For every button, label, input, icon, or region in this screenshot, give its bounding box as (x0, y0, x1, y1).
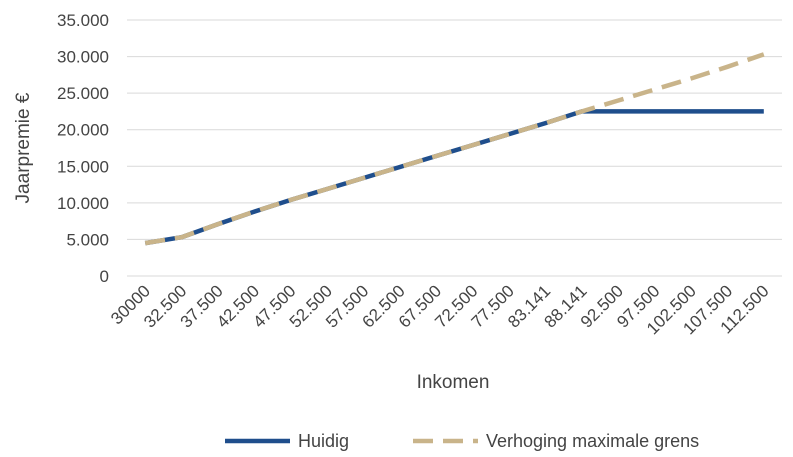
y-tick-label: 35.000 (57, 11, 109, 30)
y-tick-label: 5.000 (66, 230, 109, 249)
gridlines (127, 19, 782, 277)
x-axis-title: Inkomen (417, 372, 490, 393)
y-tick-label: 10.000 (57, 194, 109, 213)
y-axis-ticks: 0 5.000 10.000 15.000 20.000 25.000 30.000 35.0… (57, 11, 109, 286)
y-tick-label: 20.000 (57, 121, 109, 140)
y-tick-label: 15.000 (57, 157, 109, 176)
legend-label: Verhoging maximale grens (486, 431, 699, 451)
y-tick-label: 0 (100, 267, 109, 286)
series-line (144, 52, 765, 246)
y-axis-title: Jaarpremie € (13, 92, 34, 203)
x-axis-ticks: 3000032.50037.50042.50047.50052.50057.50… (107, 281, 772, 338)
legend: Huidig Verhoging maximale grens (225, 431, 699, 451)
y-tick-label: 25.000 (57, 84, 109, 103)
series-lines (144, 52, 765, 246)
series-line (144, 109, 764, 246)
y-tick-label: 30.000 (57, 48, 109, 67)
legend-label: Huidig (298, 431, 349, 451)
